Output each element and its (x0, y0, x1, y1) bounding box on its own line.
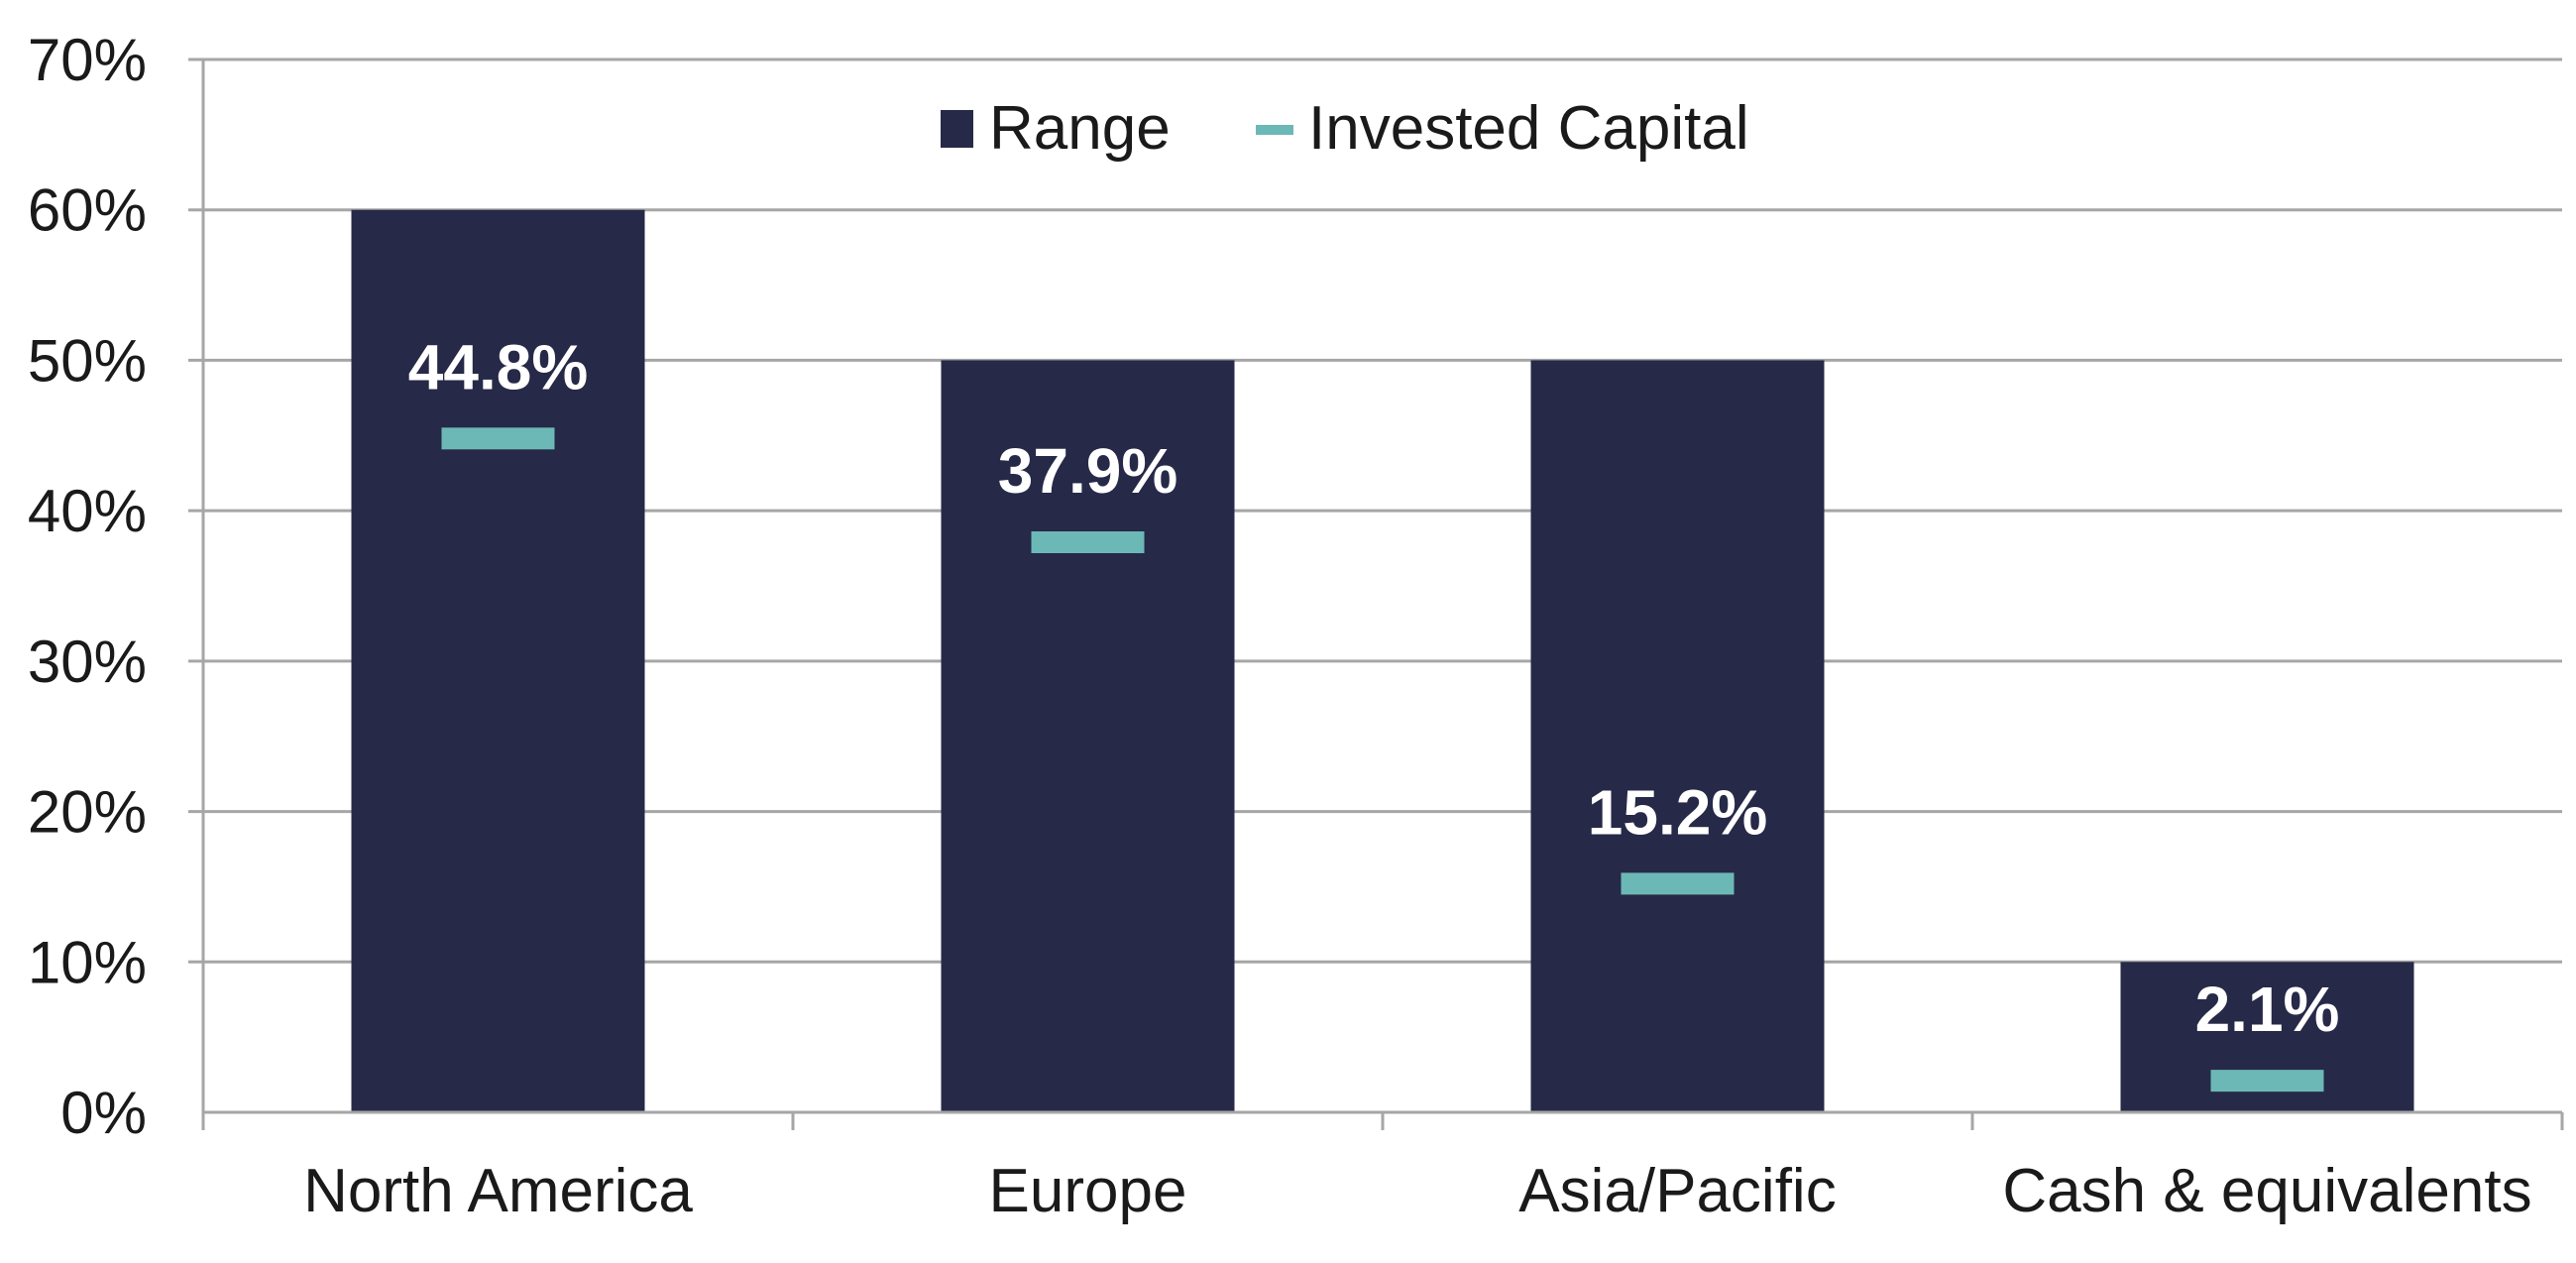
range-bar (351, 209, 645, 1112)
y-tick-label: 20% (28, 779, 147, 846)
range-bar (941, 360, 1235, 1112)
invested-capital-marker (1031, 531, 1145, 554)
y-tick-label: 0% (60, 1080, 147, 1146)
y-tick-label: 50% (28, 327, 147, 394)
data-label: 15.2% (1588, 776, 1767, 848)
x-category-label: Cash & equivalents (2002, 1157, 2531, 1225)
invested-capital-markers (441, 427, 2324, 1092)
data-label: 44.8% (408, 331, 588, 402)
data-label: 37.9% (998, 435, 1177, 507)
x-category-label: North America (303, 1157, 693, 1225)
invested-capital-marker (441, 427, 555, 450)
invested-capital-marker (2210, 1070, 2324, 1092)
x-category-label: Europe (989, 1157, 1187, 1225)
legend: Range Invested Capital (941, 94, 1749, 163)
range-bar (1530, 360, 1825, 1112)
range-bars (351, 209, 2414, 1112)
x-axis-category-labels: North America Europe Asia/Pacific Cash & eq… (303, 1157, 2532, 1225)
legend-label-range: Range (989, 94, 1171, 163)
legend-swatch-range (941, 110, 973, 148)
y-tick-label: 70% (28, 27, 147, 93)
x-category-label: Asia/Pacific (1518, 1157, 1836, 1225)
y-tick-label: 40% (28, 478, 147, 544)
axes (201, 59, 2564, 1130)
data-label: 2.1% (2195, 974, 2340, 1045)
y-tick-label: 10% (28, 929, 147, 995)
invested-capital-marker (1621, 872, 1735, 895)
data-labels: 44.8% 37.9% 15.2% 2.1% (408, 331, 2340, 1045)
legend-label-invested-capital: Invested Capital (1308, 94, 1749, 163)
y-tick-label: 60% (28, 177, 147, 244)
y-axis-tick-labels: 0% 10% 20% 30% 40% 50% 60% 70% (28, 27, 147, 1146)
y-tick-label: 30% (28, 629, 147, 695)
legend-swatch-invested-capital (1256, 125, 1293, 135)
